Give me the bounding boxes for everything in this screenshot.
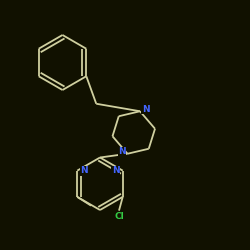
Text: N: N: [80, 166, 88, 175]
Text: N: N: [142, 105, 149, 114]
Text: N: N: [112, 166, 120, 175]
Text: Cl: Cl: [114, 212, 124, 222]
Text: N: N: [118, 147, 126, 156]
